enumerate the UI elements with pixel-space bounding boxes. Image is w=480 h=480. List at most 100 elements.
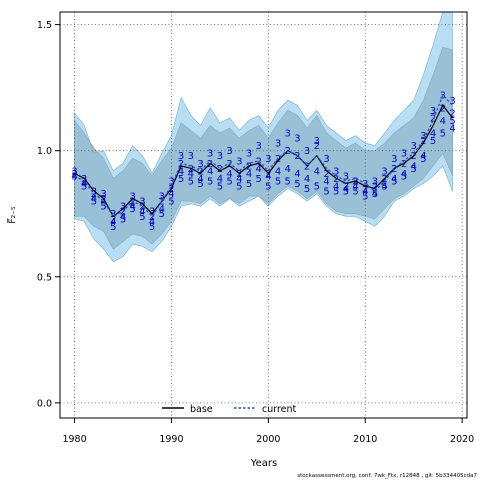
x-tick-label-2: 2000 — [256, 434, 280, 445]
age-mark-3: 3 — [275, 139, 281, 150]
age-mark-5: 5 — [343, 187, 349, 198]
age-mark-2: 2 — [149, 212, 155, 223]
age-mark-4: 4 — [420, 151, 426, 162]
age-mark-2: 2 — [323, 169, 329, 180]
age-mark-5: 5 — [168, 197, 174, 208]
age-mark-4: 4 — [130, 202, 136, 213]
y-axis: 0.0 0.5 1.0 1.5 — [37, 20, 60, 409]
age-mark-2: 2 — [246, 161, 252, 172]
x-tick-label-0: 1980 — [62, 434, 86, 445]
age-mark-3: 3 — [120, 202, 126, 213]
age-mark-2: 2 — [236, 169, 242, 180]
age-mark-2: 2 — [159, 197, 165, 208]
age-mark-2: 2 — [314, 141, 320, 152]
age-mark-3: 3 — [430, 106, 436, 117]
age-mark-5: 5 — [352, 187, 358, 198]
age-mark-5: 5 — [100, 202, 106, 213]
age-mark-4: 4 — [149, 217, 155, 228]
age-mark-3: 3 — [304, 146, 310, 157]
y-axis-label: F̅₂₋₅ — [6, 206, 18, 224]
age-mark-3: 3 — [420, 131, 426, 142]
age-mark-4: 4 — [139, 207, 145, 218]
age-mark-2: 2 — [352, 177, 358, 188]
age-mark-3: 3 — [381, 166, 387, 177]
age-mark-4: 4 — [381, 182, 387, 193]
age-mark-5: 5 — [420, 154, 426, 165]
age-mark-2: 2 — [197, 166, 203, 177]
confidence-bands — [74, 11, 453, 263]
age-mark-5: 5 — [149, 222, 155, 233]
age-mark-3: 3 — [139, 197, 145, 208]
age-mark-3: 3 — [168, 177, 174, 188]
age-mark-5: 5 — [411, 164, 417, 175]
age-mark-3: 3 — [314, 136, 320, 147]
age-mark-4: 4 — [91, 194, 97, 205]
age-mark-2: 2 — [333, 174, 339, 185]
age-mark-3: 3 — [362, 179, 368, 190]
age-mark-4: 4 — [256, 164, 262, 175]
age-mark-4: 4 — [159, 204, 165, 215]
age-mark-3: 3 — [197, 159, 203, 170]
age-mark-2: 2 — [265, 169, 271, 180]
age-mark-3: 3 — [159, 192, 165, 203]
age-mark-2: 2 — [120, 207, 126, 218]
legend-label-base: base — [190, 404, 213, 415]
age-mark-2: 2 — [168, 184, 174, 195]
age-mark-5: 5 — [236, 182, 242, 193]
age-mark-3: 3 — [449, 96, 455, 107]
age-mark-4: 4 — [246, 169, 252, 180]
age-mark-4: 4 — [100, 197, 106, 208]
age-mark-4: 4 — [411, 161, 417, 172]
x-axis: 1980 1990 2000 2010 2020 — [62, 418, 474, 445]
age-mark-2: 2 — [411, 151, 417, 162]
age-mark-5: 5 — [188, 177, 194, 188]
age-mark-4: 4 — [110, 217, 116, 228]
age-mark-4: 4 — [236, 174, 242, 185]
age-mark-3: 3 — [91, 187, 97, 198]
age-mark-2: 2 — [304, 161, 310, 172]
age-mark-2: 2 — [401, 159, 407, 170]
age-mark-5: 5 — [81, 182, 87, 193]
grid — [60, 12, 467, 418]
age-mark-4: 4 — [207, 166, 213, 177]
age-mark-4: 4 — [168, 189, 174, 200]
age-mark-4: 4 — [449, 124, 455, 135]
age-mark-5: 5 — [110, 222, 116, 233]
age-mark-3: 3 — [333, 166, 339, 177]
band-current — [74, 11, 453, 263]
legend: base current — [162, 404, 297, 415]
age-mark-2: 2 — [449, 108, 455, 119]
legend-label-current: current — [262, 404, 297, 415]
age-mark-2: 2 — [91, 189, 97, 200]
age-mark-4: 4 — [197, 174, 203, 185]
age-mark-2: 2 — [110, 214, 116, 225]
plot-frame — [59, 11, 468, 419]
age-mark-2: 2 — [343, 182, 349, 193]
age-mark-2: 2 — [226, 159, 232, 170]
age-mark-2: 2 — [256, 156, 262, 167]
y-tick-label-1: 0.5 — [37, 272, 52, 283]
age-mark-5: 5 — [159, 209, 165, 220]
age-mark-4: 4 — [285, 164, 291, 175]
age-mark-4: 4 — [304, 174, 310, 185]
age-mark-4: 4 — [120, 212, 126, 223]
age-mark-4: 4 — [323, 177, 329, 188]
age-mark-2: 2 — [372, 182, 378, 193]
age-mark-5: 5 — [217, 182, 223, 193]
age-mark-5: 5 — [71, 171, 77, 182]
age-mark-3: 3 — [217, 151, 223, 162]
x-tick-label-4: 2020 — [450, 434, 474, 445]
age-mark-3: 3 — [343, 171, 349, 182]
age-mark-5: 5 — [139, 212, 145, 223]
age-mark-4: 4 — [178, 166, 184, 177]
age-mark-4: 4 — [188, 169, 194, 180]
line-base — [74, 104, 453, 218]
age-mark-2: 2 — [285, 146, 291, 157]
footnote: stockassessment.org, conf: 7wk_Ftx, r128… — [297, 473, 477, 479]
age-mark-5: 5 — [430, 136, 436, 147]
age-mark-4: 4 — [333, 182, 339, 193]
age-mark-2: 2 — [362, 184, 368, 195]
x-axis-label: Years — [250, 458, 277, 469]
age-mark-4: 4 — [217, 174, 223, 185]
age-mark-5: 5 — [207, 177, 213, 188]
